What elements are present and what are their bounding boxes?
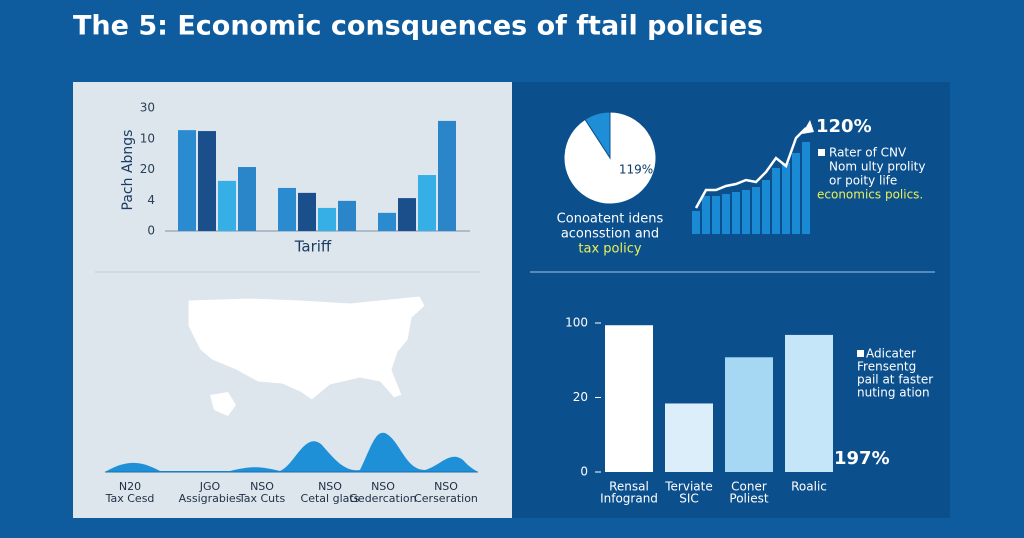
x-axis-title: Tariff — [294, 238, 332, 256]
bar — [218, 180, 236, 231]
bar — [198, 131, 216, 231]
x-label: Infogrand — [600, 492, 658, 506]
bar — [742, 190, 750, 234]
bar — [782, 163, 790, 234]
big-value: 197% — [834, 448, 890, 469]
bar — [378, 212, 396, 231]
note-text: Frensentg — [857, 360, 916, 374]
x-label: Rensal — [609, 480, 649, 494]
bar — [732, 192, 740, 234]
bar — [722, 194, 730, 234]
note-text: Rater of CNV — [829, 146, 907, 160]
note-text: economics polics. — [817, 188, 923, 202]
arrow-head — [802, 120, 814, 134]
y-axis-title: Pach Abngs — [120, 130, 136, 211]
note-text: Nom ulty prolity — [829, 160, 926, 174]
y-label: 20 — [140, 162, 155, 176]
alaska — [210, 392, 236, 416]
map-label: Tax Cesd — [105, 492, 155, 505]
bar — [692, 211, 700, 234]
y-label: 4 — [147, 193, 155, 207]
x-label: Coner — [731, 480, 767, 494]
y-label: 10 — [140, 131, 155, 145]
bar — [702, 196, 710, 234]
note-text: Adicater — [866, 347, 916, 361]
bullet — [857, 350, 864, 357]
x-label: Roalic — [791, 480, 827, 494]
bar — [278, 187, 296, 231]
y-label: 30 — [140, 101, 155, 115]
pie-caption: Conoatent idens — [557, 212, 664, 227]
us-map — [187, 295, 426, 401]
x-label: Poliest — [729, 492, 768, 506]
pie-caption: aconsstion and — [561, 227, 659, 242]
map-label: Gedercation — [349, 492, 416, 505]
note-text: nuting ation — [857, 386, 930, 400]
bar — [298, 192, 316, 231]
y-label: 100 — [565, 316, 588, 330]
map-label: JGO — [199, 480, 221, 493]
y-label: 0 — [580, 465, 588, 479]
note-text: or poity life — [829, 174, 897, 188]
page-title: The 5: Economic consquences of ftail pol… — [73, 11, 763, 42]
note-text: pail at faster — [857, 373, 933, 387]
bar — [338, 200, 356, 231]
bar — [605, 325, 653, 472]
map-label: Cerseration — [414, 492, 478, 505]
bar — [665, 403, 713, 472]
bar — [762, 180, 770, 234]
map-label: Tax Cuts — [238, 492, 286, 505]
bar — [238, 167, 256, 231]
bar — [792, 153, 800, 234]
pie-caption: tax policy — [578, 242, 641, 257]
map-label: N20 — [119, 480, 141, 493]
bar — [418, 175, 436, 231]
bar — [398, 198, 416, 231]
bar — [318, 207, 336, 231]
bar — [752, 187, 760, 234]
map-label: NSO — [318, 480, 342, 493]
bar — [785, 334, 833, 472]
x-label: Terviate — [664, 480, 712, 494]
y-label: 20 — [573, 390, 588, 404]
wave-decoration — [105, 432, 478, 472]
pie-label: 119% — [619, 163, 653, 177]
trend-line — [694, 127, 807, 209]
bar — [712, 196, 720, 234]
annotation: 120% — [816, 116, 872, 137]
bar — [802, 142, 810, 234]
bar — [772, 168, 780, 234]
bar — [725, 357, 773, 472]
y-label: 0 — [147, 224, 155, 238]
map-label: Assigrabies — [179, 492, 242, 505]
bar — [438, 120, 456, 231]
x-label: SIC — [679, 492, 699, 506]
bar — [178, 130, 196, 231]
pie-slice — [563, 111, 657, 205]
bullet — [818, 149, 825, 156]
map-label: NSO — [434, 480, 458, 493]
map-label: NSO — [250, 480, 274, 493]
map-label: Cetal glats — [301, 492, 360, 505]
map-label: NSO — [371, 480, 395, 493]
